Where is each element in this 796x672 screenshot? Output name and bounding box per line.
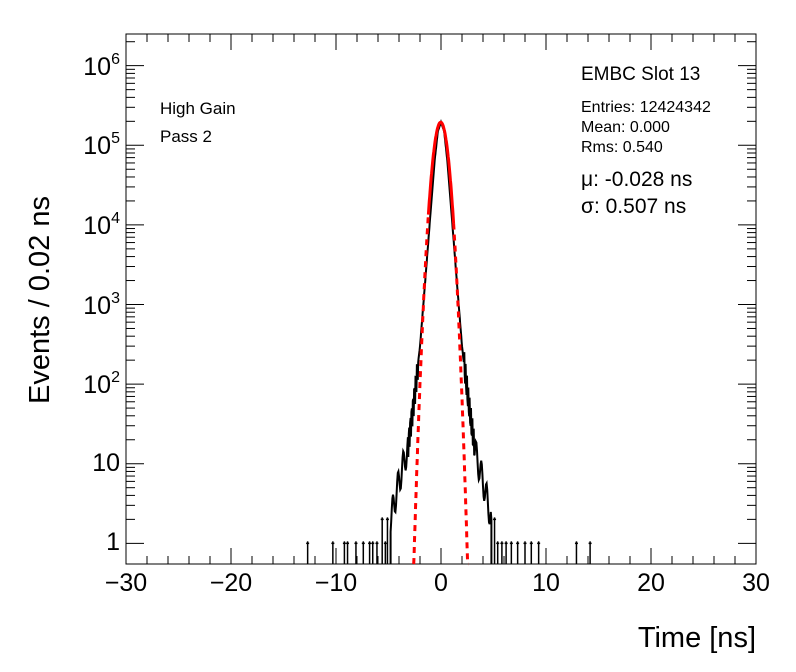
legend-sigma: σ: 0.507 ns bbox=[581, 195, 687, 218]
y-tick-label-exponent: 4 bbox=[111, 209, 120, 227]
fit-dashed-right bbox=[452, 223, 470, 566]
legend-pass: Pass 2 bbox=[160, 127, 212, 146]
y-tick-label: 10 bbox=[92, 449, 120, 478]
y-axis-label: Events / 0.02 ns bbox=[24, 196, 56, 404]
x-tick-label: −10 bbox=[314, 569, 358, 597]
y-tick-label-base: 10 bbox=[83, 371, 112, 400]
y-tick-label-base: 10 bbox=[83, 52, 112, 81]
y-tick-label-exponent: 5 bbox=[111, 130, 120, 148]
y-tick-label-base: 1 bbox=[106, 528, 120, 557]
y-tick-label-exponent: 3 bbox=[111, 289, 120, 307]
fit-solid bbox=[426, 120, 456, 224]
x-tick-label: 0 bbox=[434, 569, 448, 597]
legend-mean: Mean: 0.000 bbox=[581, 119, 670, 136]
histogram-series bbox=[306, 119, 592, 564]
y-tick-label-base: 10 bbox=[83, 291, 112, 320]
histogram-core bbox=[389, 119, 493, 564]
y-tick-label: 104 bbox=[83, 210, 120, 241]
x-axis-label: Time [ns] bbox=[637, 622, 756, 654]
x-tick-label: 30 bbox=[742, 569, 770, 597]
y-tick-label: 1 bbox=[106, 528, 120, 557]
axis-ticks bbox=[125, 34, 757, 564]
x-tick-label: 10 bbox=[532, 569, 560, 597]
y-tick-label: 103 bbox=[83, 290, 120, 321]
legend-rms: Rms: 0.540 bbox=[581, 139, 663, 156]
legend-mu: μ: -0.028 ns bbox=[581, 168, 693, 191]
legend-slot: EMBC Slot 13 bbox=[581, 64, 701, 85]
y-tick-label-base: 10 bbox=[83, 211, 112, 240]
y-tick-label: 106 bbox=[83, 51, 120, 82]
x-tick-label: −20 bbox=[209, 569, 253, 597]
y-tick-label-base: 10 bbox=[83, 132, 112, 161]
gaussian-fit-series bbox=[412, 120, 470, 566]
y-tick-label: 105 bbox=[83, 130, 120, 161]
y-tick-label-exponent: 2 bbox=[111, 369, 120, 387]
y-tick-label-exponent: 6 bbox=[111, 50, 120, 68]
y-tick-label: 102 bbox=[83, 369, 120, 400]
legend-gain: High Gain bbox=[160, 99, 236, 118]
fit-dashed-left bbox=[412, 214, 430, 565]
legend-entries: Entries: 12424342 bbox=[581, 99, 711, 116]
x-tick-label: −30 bbox=[104, 569, 148, 597]
y-tick-label-base: 10 bbox=[92, 448, 120, 477]
x-tick-label: 20 bbox=[637, 569, 665, 597]
